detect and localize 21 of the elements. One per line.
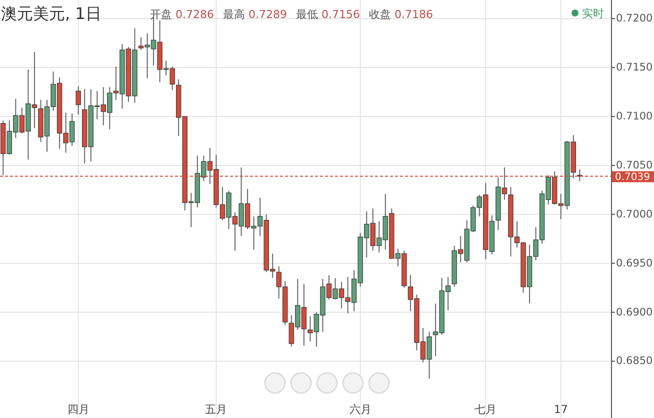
y-tick-label: 0.6900 (616, 306, 653, 318)
y-tick-label: 0.6850 (616, 355, 653, 368)
x-tick-label: 四月 (67, 403, 90, 416)
x-tick-label: 六月 (349, 403, 372, 416)
chart-title: 澳元美元, 1日 (1, 4, 102, 23)
y-tick-label: 0.7150 (616, 62, 653, 74)
y-tick-label: 0.6950 (616, 257, 653, 270)
annotation: 开盘 0.7286 (150, 8, 214, 21)
y-tick-label: 0.7200 (616, 12, 653, 25)
y-tick-label: 0.7050 (616, 159, 653, 172)
annotation: 收盘 0.7186 (369, 8, 433, 21)
x-tick-label: 七月 (474, 403, 497, 416)
y-tick-label: 0.7100 (616, 110, 653, 122)
ref-line-label: 0.7039 (615, 172, 650, 184)
annotation: 实时 (582, 7, 604, 20)
annotation: 最低 0.7156 (296, 8, 360, 21)
annotation: 最高 0.7289 (223, 8, 287, 21)
x-tick-label: 17 (554, 403, 568, 416)
candlestick (76, 86, 81, 116)
x-tick-label: 五月 (205, 403, 228, 416)
y-tick-label: 0.7000 (616, 208, 653, 220)
